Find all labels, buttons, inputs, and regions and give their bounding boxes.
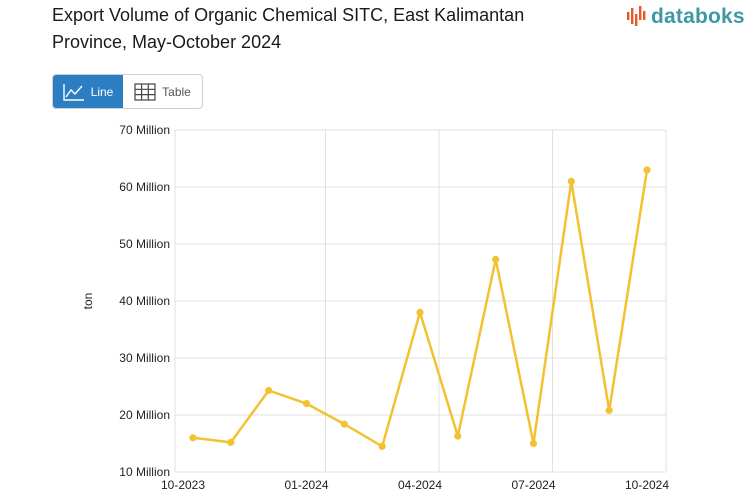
- data-point: [492, 255, 500, 263]
- view-toggle: Line Table: [52, 74, 203, 109]
- y-tick-label: 70 Million: [119, 123, 170, 137]
- data-point: [378, 442, 386, 450]
- table-grid-icon: [134, 82, 156, 101]
- data-point: [302, 400, 311, 408]
- y-tick-label: 50 Million: [119, 237, 170, 251]
- x-tick-label: 10-2023: [161, 478, 205, 492]
- data-point: [643, 166, 651, 174]
- y-tick-label: 40 Million: [119, 294, 170, 308]
- data-point: [189, 434, 197, 442]
- data-point: [454, 432, 462, 440]
- data-point: [416, 308, 424, 316]
- table-view-button[interactable]: Table: [123, 75, 202, 108]
- y-tick-label: 20 Million: [119, 408, 170, 422]
- y-tick-label: 10 Million: [119, 465, 170, 479]
- y-tick-label: 30 Million: [119, 351, 170, 365]
- x-tick-label: 04-2024: [398, 478, 442, 492]
- y-axis-ticks: 10 Million 20 Million 30 Million 40 Million…: [119, 123, 170, 479]
- y-tick-label: 60 Million: [119, 180, 170, 194]
- data-point: [227, 438, 235, 446]
- x-axis-ticks: 10-2023 01-2024 04-2024 07-2024 10-2024: [161, 478, 669, 492]
- databoks-logo[interactable]: databoks: [627, 4, 745, 30]
- y-axis-label: ton: [81, 293, 95, 310]
- series-group: [189, 166, 651, 450]
- data-point: [265, 386, 273, 395]
- data-point: [340, 420, 348, 428]
- line-view-label: Line: [90, 84, 114, 99]
- x-tick-label: 07-2024: [511, 478, 555, 492]
- series-line: [192, 169, 649, 448]
- x-tick-label: 01-2024: [284, 478, 328, 492]
- grid-lines: [174, 129, 667, 473]
- data-point: [529, 439, 538, 448]
- table-view-label: Table: [162, 84, 191, 99]
- logo-bars-icon: [627, 6, 646, 26]
- logo-text: databoks: [651, 5, 745, 28]
- line-view-button[interactable]: Line: [53, 75, 123, 108]
- data-point: [605, 406, 613, 415]
- chart-title: Export Volume of Organic Chemical SITC, …: [52, 5, 525, 52]
- data-point: [567, 177, 575, 185]
- x-tick-label: 10-2024: [625, 478, 669, 492]
- line-chart-icon: [62, 83, 84, 101]
